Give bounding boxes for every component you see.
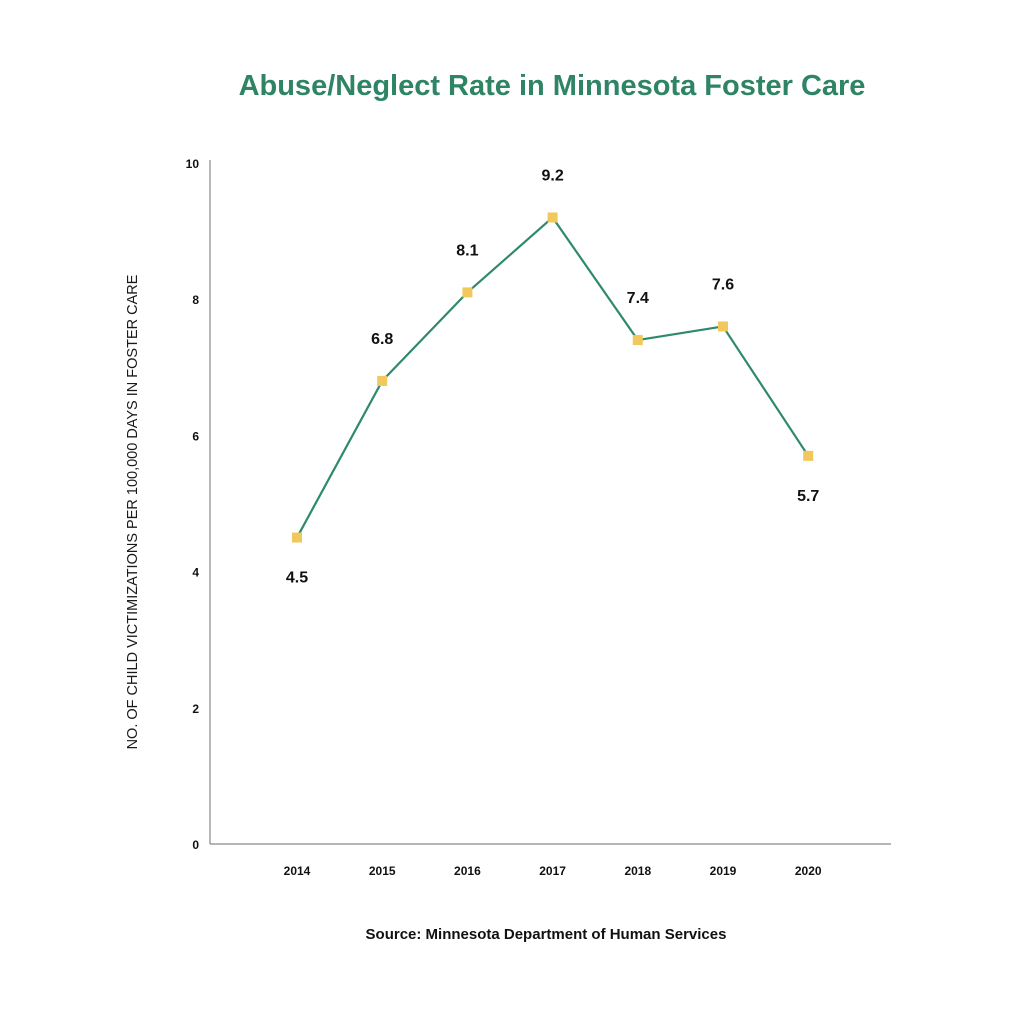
y-tick-label: 8 — [192, 293, 199, 307]
y-tick-label: 10 — [186, 157, 200, 171]
y-tick-label: 0 — [192, 838, 199, 852]
data-point-marker — [462, 287, 473, 298]
data-point-marker — [803, 450, 814, 461]
data-label: 4.5 — [286, 570, 308, 587]
data-label: 8.1 — [456, 242, 478, 259]
line-segment — [636, 325, 725, 342]
series-lines — [295, 216, 810, 539]
data-label: 6.8 — [371, 331, 393, 348]
x-tick-label: 2019 — [710, 864, 737, 878]
line-segment — [466, 216, 554, 294]
y-tick-label: 6 — [192, 429, 199, 443]
x-tick-label: 2014 — [284, 864, 311, 878]
x-tick-label: 2017 — [539, 864, 566, 878]
y-tick-label: 2 — [192, 702, 199, 716]
axes — [209, 160, 891, 845]
line-segment — [721, 325, 810, 457]
y-tick-labels: 0 2 4 6 8 10 — [186, 157, 200, 852]
data-label: 5.7 — [797, 488, 819, 505]
data-point-marker — [632, 335, 643, 346]
source-note: Source: Minnesota Department of Human Se… — [365, 926, 727, 943]
data-point-marker — [547, 212, 558, 223]
data-label: 7.6 — [712, 276, 734, 293]
x-tick-labels: 2014 2015 2016 2017 2018 2019 2020 — [284, 864, 822, 878]
x-tick-label: 2020 — [795, 864, 822, 878]
data-labels: 4.5 6.8 8.1 9.2 7.4 7.6 5.7 — [286, 167, 820, 586]
data-point-marker — [377, 375, 388, 386]
line-segment — [295, 379, 384, 539]
data-label: 7.4 — [627, 290, 649, 307]
data-point-marker — [292, 532, 302, 543]
series-markers — [292, 212, 814, 543]
x-tick-label: 2015 — [369, 864, 396, 878]
x-tick-label: 2018 — [624, 864, 651, 878]
line-segment — [551, 216, 639, 342]
chart-title: Abuse/Neglect Rate in Minnesota Foster C… — [238, 70, 866, 102]
data-point-marker — [718, 321, 728, 332]
x-tick-label: 2016 — [454, 864, 481, 878]
line-segment — [381, 291, 469, 383]
y-tick-label: 4 — [192, 566, 199, 580]
data-label: 9.2 — [541, 167, 563, 184]
